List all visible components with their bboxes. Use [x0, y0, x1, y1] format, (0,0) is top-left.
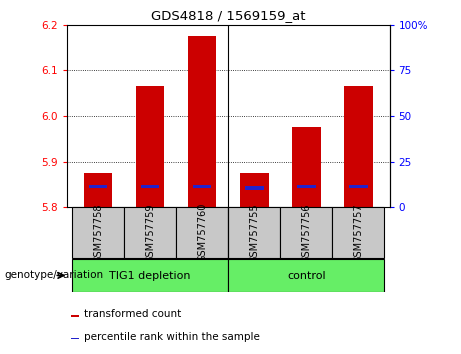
Bar [71, 315, 79, 317]
Bar [297, 185, 316, 188]
Bar [71, 338, 79, 339]
Bar [344, 86, 372, 207]
Bar [84, 173, 112, 207]
Bar [141, 185, 160, 188]
Text: GSM757755: GSM757755 [249, 203, 259, 263]
Text: transformed count: transformed count [84, 309, 182, 319]
Bar [124, 207, 176, 258]
Bar [332, 207, 384, 258]
Bar [176, 207, 228, 258]
Text: percentile rank within the sample: percentile rank within the sample [84, 332, 260, 342]
Bar [193, 185, 212, 188]
Text: GSM757759: GSM757759 [145, 203, 155, 263]
Bar [72, 207, 124, 258]
Bar [188, 36, 217, 207]
Text: TIG1 depletion: TIG1 depletion [109, 270, 191, 281]
Bar [89, 185, 107, 188]
Text: GSM757758: GSM757758 [93, 203, 103, 263]
Bar [136, 86, 165, 207]
Text: GSM757756: GSM757756 [301, 203, 311, 263]
Bar [228, 207, 280, 258]
Text: control: control [287, 270, 325, 281]
Text: GSM757757: GSM757757 [353, 203, 363, 263]
Bar [72, 259, 228, 292]
Text: genotype/variation: genotype/variation [5, 270, 104, 280]
Bar [292, 127, 320, 207]
Bar [349, 185, 367, 188]
Bar [228, 259, 384, 292]
Text: GSM757760: GSM757760 [197, 203, 207, 262]
Bar [245, 186, 264, 189]
Title: GDS4818 / 1569159_at: GDS4818 / 1569159_at [151, 9, 306, 22]
Bar [280, 207, 332, 258]
Bar [240, 173, 268, 207]
